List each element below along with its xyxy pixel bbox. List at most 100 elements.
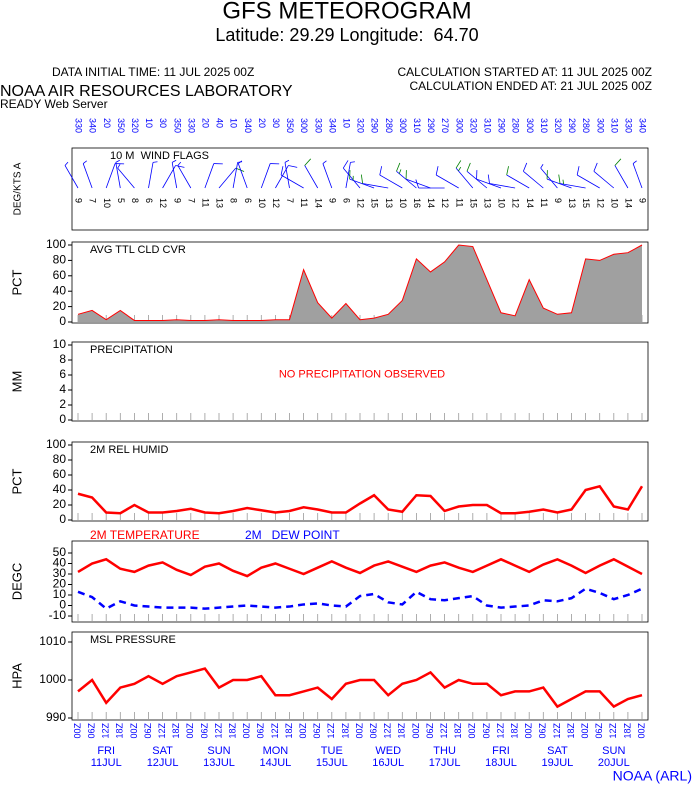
panel-frame bbox=[71, 540, 649, 623]
x-tick-label: 06Z bbox=[368, 723, 378, 739]
barb-flag bbox=[64, 161, 69, 166]
wind-direction-label: 20 bbox=[257, 118, 267, 128]
wind-barb bbox=[148, 161, 158, 189]
day-label: SAT bbox=[152, 745, 173, 757]
y-tick-label: 4 bbox=[59, 382, 66, 396]
barb-flag bbox=[175, 165, 185, 168]
wind-speed-label: 11 bbox=[454, 198, 464, 207]
date-label: 16JUL bbox=[372, 757, 404, 769]
wind-speed-label: 9 bbox=[327, 198, 337, 203]
wind-direction-label: 20 bbox=[201, 118, 211, 128]
barb-flag bbox=[540, 164, 544, 169]
line bbox=[77, 244, 643, 321]
x-tick-label: 00Z bbox=[636, 723, 646, 739]
barb-flag bbox=[350, 161, 355, 163]
y-axis-label: MM bbox=[9, 371, 24, 393]
wind-direction-label: 320 bbox=[553, 118, 563, 133]
wind-direction-label: 300 bbox=[454, 118, 464, 133]
x-tick-label: 00Z bbox=[411, 723, 421, 739]
barb-staff bbox=[345, 162, 351, 189]
wind-direction-label: 270 bbox=[440, 118, 450, 133]
y-tick-label: 10 bbox=[53, 337, 67, 351]
barb-staff bbox=[546, 178, 572, 189]
wind-direction-label: 300 bbox=[525, 118, 535, 133]
barb-staff bbox=[349, 178, 375, 189]
x-tick-label: 18Z bbox=[509, 723, 519, 739]
x-tick-label: 06Z bbox=[256, 723, 266, 739]
barb-flag bbox=[415, 179, 419, 189]
wind-direction-label: 320 bbox=[356, 118, 366, 133]
barb-staff bbox=[540, 167, 558, 189]
y-tick-label: 20 bbox=[53, 577, 67, 591]
title: GFS METEOROGRAM bbox=[222, 0, 471, 24]
y-axis-label: PCT bbox=[9, 269, 24, 295]
annotation: NO PRECIPITATION OBSERVED bbox=[279, 368, 445, 380]
y-tick-label: 60 bbox=[53, 268, 67, 282]
barb-flag bbox=[115, 159, 120, 163]
wind-barb bbox=[345, 161, 355, 189]
y-axis-label: DEGC bbox=[9, 563, 24, 601]
x-tick-label: 06Z bbox=[538, 723, 548, 739]
wind-speed-label: 10 bbox=[497, 198, 507, 208]
wind-direction-label: 320 bbox=[468, 118, 478, 133]
x-tick-label: 06Z bbox=[143, 723, 153, 739]
barb-staff bbox=[559, 183, 586, 189]
wind-speed-label: 9 bbox=[172, 198, 182, 203]
wind-direction-label: 310 bbox=[483, 118, 493, 133]
date-label: 19JUL bbox=[542, 757, 574, 769]
x-tick-label: 18Z bbox=[622, 723, 632, 739]
wind-speed-label: 15 bbox=[370, 198, 380, 208]
x-tick-label: 06Z bbox=[312, 723, 322, 739]
barb-staff bbox=[304, 165, 319, 189]
wind-barb bbox=[540, 164, 558, 189]
barb-staff bbox=[523, 170, 544, 189]
y-tick-label: 40 bbox=[53, 482, 67, 496]
barb-flag bbox=[322, 160, 327, 164]
barb-staff bbox=[576, 174, 600, 189]
wind-direction-label: 330 bbox=[624, 118, 634, 133]
wind-direction-label: 30 bbox=[158, 118, 168, 128]
wind-direction-label: 320 bbox=[130, 118, 140, 133]
date-label: 18JUL bbox=[485, 757, 517, 769]
panel-title: AVG TTL CLD CVR bbox=[90, 244, 186, 256]
wind-speed-label: 11 bbox=[299, 198, 309, 207]
wind-barb bbox=[82, 160, 93, 189]
wind-speed-label: 12 bbox=[511, 198, 521, 208]
x-tick-label: 18Z bbox=[453, 723, 463, 739]
wind-speed-label: 14 bbox=[313, 198, 323, 208]
day-label: TUE bbox=[321, 745, 343, 757]
x-tick-label: 06Z bbox=[86, 723, 96, 739]
subtitle: Latitude: 29.29 Longitude: 64.70 bbox=[215, 25, 478, 45]
wind-direction-label: 20 bbox=[102, 118, 112, 128]
barb-flag bbox=[280, 166, 284, 176]
barb-flag bbox=[593, 162, 598, 172]
organization: NOAA AIR RESOURCES LABORATORY bbox=[0, 83, 293, 100]
initial-time: DATA INITIAL TIME: 11 JUL 2025 00Z bbox=[52, 65, 254, 79]
barb-staff bbox=[218, 167, 237, 189]
x-tick-label: 12Z bbox=[495, 723, 505, 739]
wind-direction-label: 310 bbox=[412, 118, 422, 133]
barb-flag bbox=[304, 158, 312, 166]
barb-flag bbox=[506, 166, 509, 176]
panel-title: 2M REL HUMID bbox=[90, 444, 168, 456]
barb-flag bbox=[117, 164, 121, 169]
barb-flag bbox=[288, 165, 298, 168]
wind-barb bbox=[260, 163, 280, 189]
y-tick-label: 20 bbox=[53, 299, 67, 313]
barb-staff bbox=[82, 163, 93, 189]
wind-barb bbox=[405, 170, 431, 189]
x-tick-label: 12Z bbox=[270, 723, 280, 739]
x-tick-label: 18Z bbox=[566, 723, 576, 739]
day-label: SAT bbox=[547, 745, 568, 757]
x-tick-label: 12Z bbox=[101, 723, 111, 739]
x-tick-label: 12Z bbox=[552, 723, 562, 739]
x-tick-label: 18Z bbox=[397, 723, 407, 739]
wind-barb bbox=[576, 166, 600, 189]
x-tick-label: 18Z bbox=[227, 723, 237, 739]
wind-direction-label: 330 bbox=[313, 118, 323, 133]
wind-speed-label: 5 bbox=[116, 198, 126, 203]
wind-direction-label: 280 bbox=[511, 118, 521, 133]
barb-staff bbox=[405, 178, 431, 189]
barb-staff bbox=[117, 167, 135, 189]
y-tick-label: 10 bbox=[53, 587, 67, 601]
